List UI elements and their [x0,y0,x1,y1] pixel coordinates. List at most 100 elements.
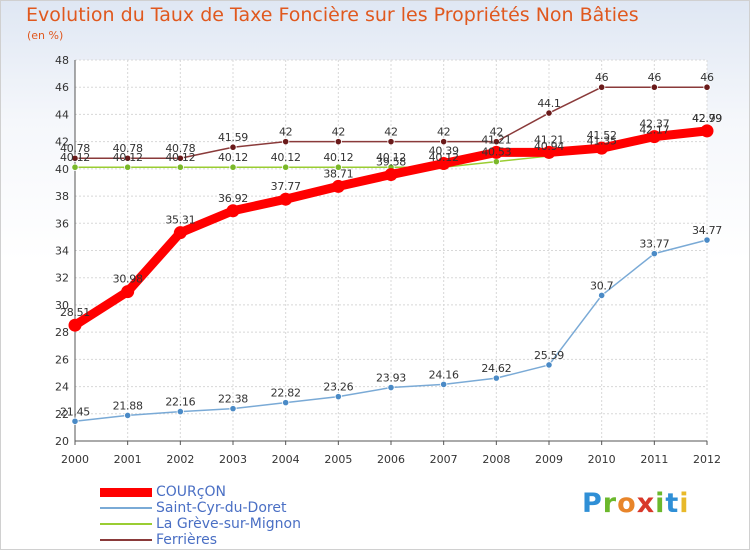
y-tick-label: 22 [55,408,69,421]
data-label: 41.35 [587,134,617,147]
y-tick-label: 46 [55,81,69,94]
data-label: 42.79 [692,112,722,125]
x-tick-label: 2002 [166,453,194,466]
x-tick-label: 2009 [535,453,563,466]
chart-title: Evolution du Taux de Taxe Foncière sur l… [26,4,639,26]
x-tick-label: 2006 [377,453,405,466]
data-point [387,383,395,392]
data-point [703,83,711,91]
data-point [71,163,79,171]
data-label: 46 [648,71,662,84]
data-label: 40.12 [60,151,90,164]
x-tick-label: 2004 [272,453,300,466]
legend-label: La Grève-sur-Mignon [156,516,301,532]
logo-letter: x [636,488,656,519]
data-point [334,163,342,171]
data-point [176,163,184,171]
data-point [71,154,79,162]
data-label: 44.1 [537,97,560,110]
data-point [71,417,79,425]
data-label: 22.82 [271,387,301,400]
data-point [282,399,290,407]
data-label: 42.99 [692,112,722,125]
data-point [650,250,658,258]
data-label: 22.16 [165,396,195,409]
y-tick-label: 42 [55,136,69,149]
legend-item: Ferrières [100,532,301,548]
data-point [598,291,606,300]
axes: 20 22 24 26 28 30 32 34 36 38 40 42 44 46 48 2000 2001 20… [55,54,721,466]
data-point [545,361,553,369]
y-tick-label: 34 [55,245,69,258]
proxiti-logo: Proxiti [582,488,690,519]
data-point [542,145,556,159]
data-label: 33.77 [639,238,669,251]
data-point [124,154,132,162]
data-label: 41.21 [534,133,564,146]
legend: COURçON Saint-Cyr-du-Doret La Grève-sur-Mi… [100,484,301,548]
series-0 [71,83,711,162]
data-label: 40.12 [376,151,406,164]
y-tick-label: 44 [55,108,69,121]
data-point [440,138,448,146]
data-label: 42 [490,126,503,139]
data-label: 40.12 [429,151,459,164]
y-tick-label: 32 [55,272,69,285]
legend-swatch [100,507,152,509]
x-tick-label: 2007 [430,453,458,466]
data-label: 36.92 [218,192,248,205]
data-point [492,374,500,382]
data-point [173,226,187,240]
data-point [121,285,135,299]
y-tick-label: 30 [55,299,69,312]
data-point [334,138,342,146]
data-label: 37.77 [271,180,301,193]
y-tick-label: 36 [55,217,69,230]
legend-item: La Grève-sur-Mignon [100,516,301,532]
legend-swatch [100,523,152,525]
data-point [176,154,184,162]
data-point [226,204,240,218]
legend-label: Ferrières [156,532,218,548]
data-label: 40.78 [165,142,195,155]
data-point [124,411,132,420]
legend-label: Saint-Cyr-du-Doret [156,500,287,516]
data-point [68,318,82,332]
y-tick-label: 24 [55,381,69,394]
data-label: 40.12 [218,151,248,164]
x-tick-label: 2005 [324,453,352,466]
series-layer [68,83,714,425]
data-point [229,143,237,151]
data-label: 40.39 [429,145,459,158]
data-label: 40.53 [481,146,511,159]
data-label: 41.21 [481,133,511,146]
data-label: 22.38 [218,393,248,406]
data-point [331,179,345,193]
x-tick-label: 2003 [219,453,247,466]
data-point [700,124,714,138]
data-point [492,138,500,146]
y-tick-label: 48 [55,54,69,67]
data-label: 46 [700,71,714,84]
data-label: 40.12 [323,151,353,164]
x-tick-label: 2010 [588,453,616,466]
data-point [595,141,609,155]
data-point [282,163,290,171]
series-2 [71,236,711,425]
series-3 [68,124,714,332]
data-label: 39.58 [376,156,406,169]
data-label: 35.31 [165,214,195,227]
logo-letter: t [665,488,680,519]
data-label: 28.51 [60,306,90,319]
data-point [703,236,711,244]
chart-unit: (en %) [27,29,64,42]
y-tick-label: 20 [55,435,69,448]
x-tick-label: 2001 [114,453,142,466]
x-tick-label: 2000 [61,453,89,466]
y-tick-label: 26 [55,353,69,366]
legend-item: COURçON [100,484,301,500]
data-label: 38.71 [323,167,353,180]
data-label: 23.26 [323,381,353,394]
data-label: 25.59 [534,349,564,362]
data-point [440,380,448,388]
